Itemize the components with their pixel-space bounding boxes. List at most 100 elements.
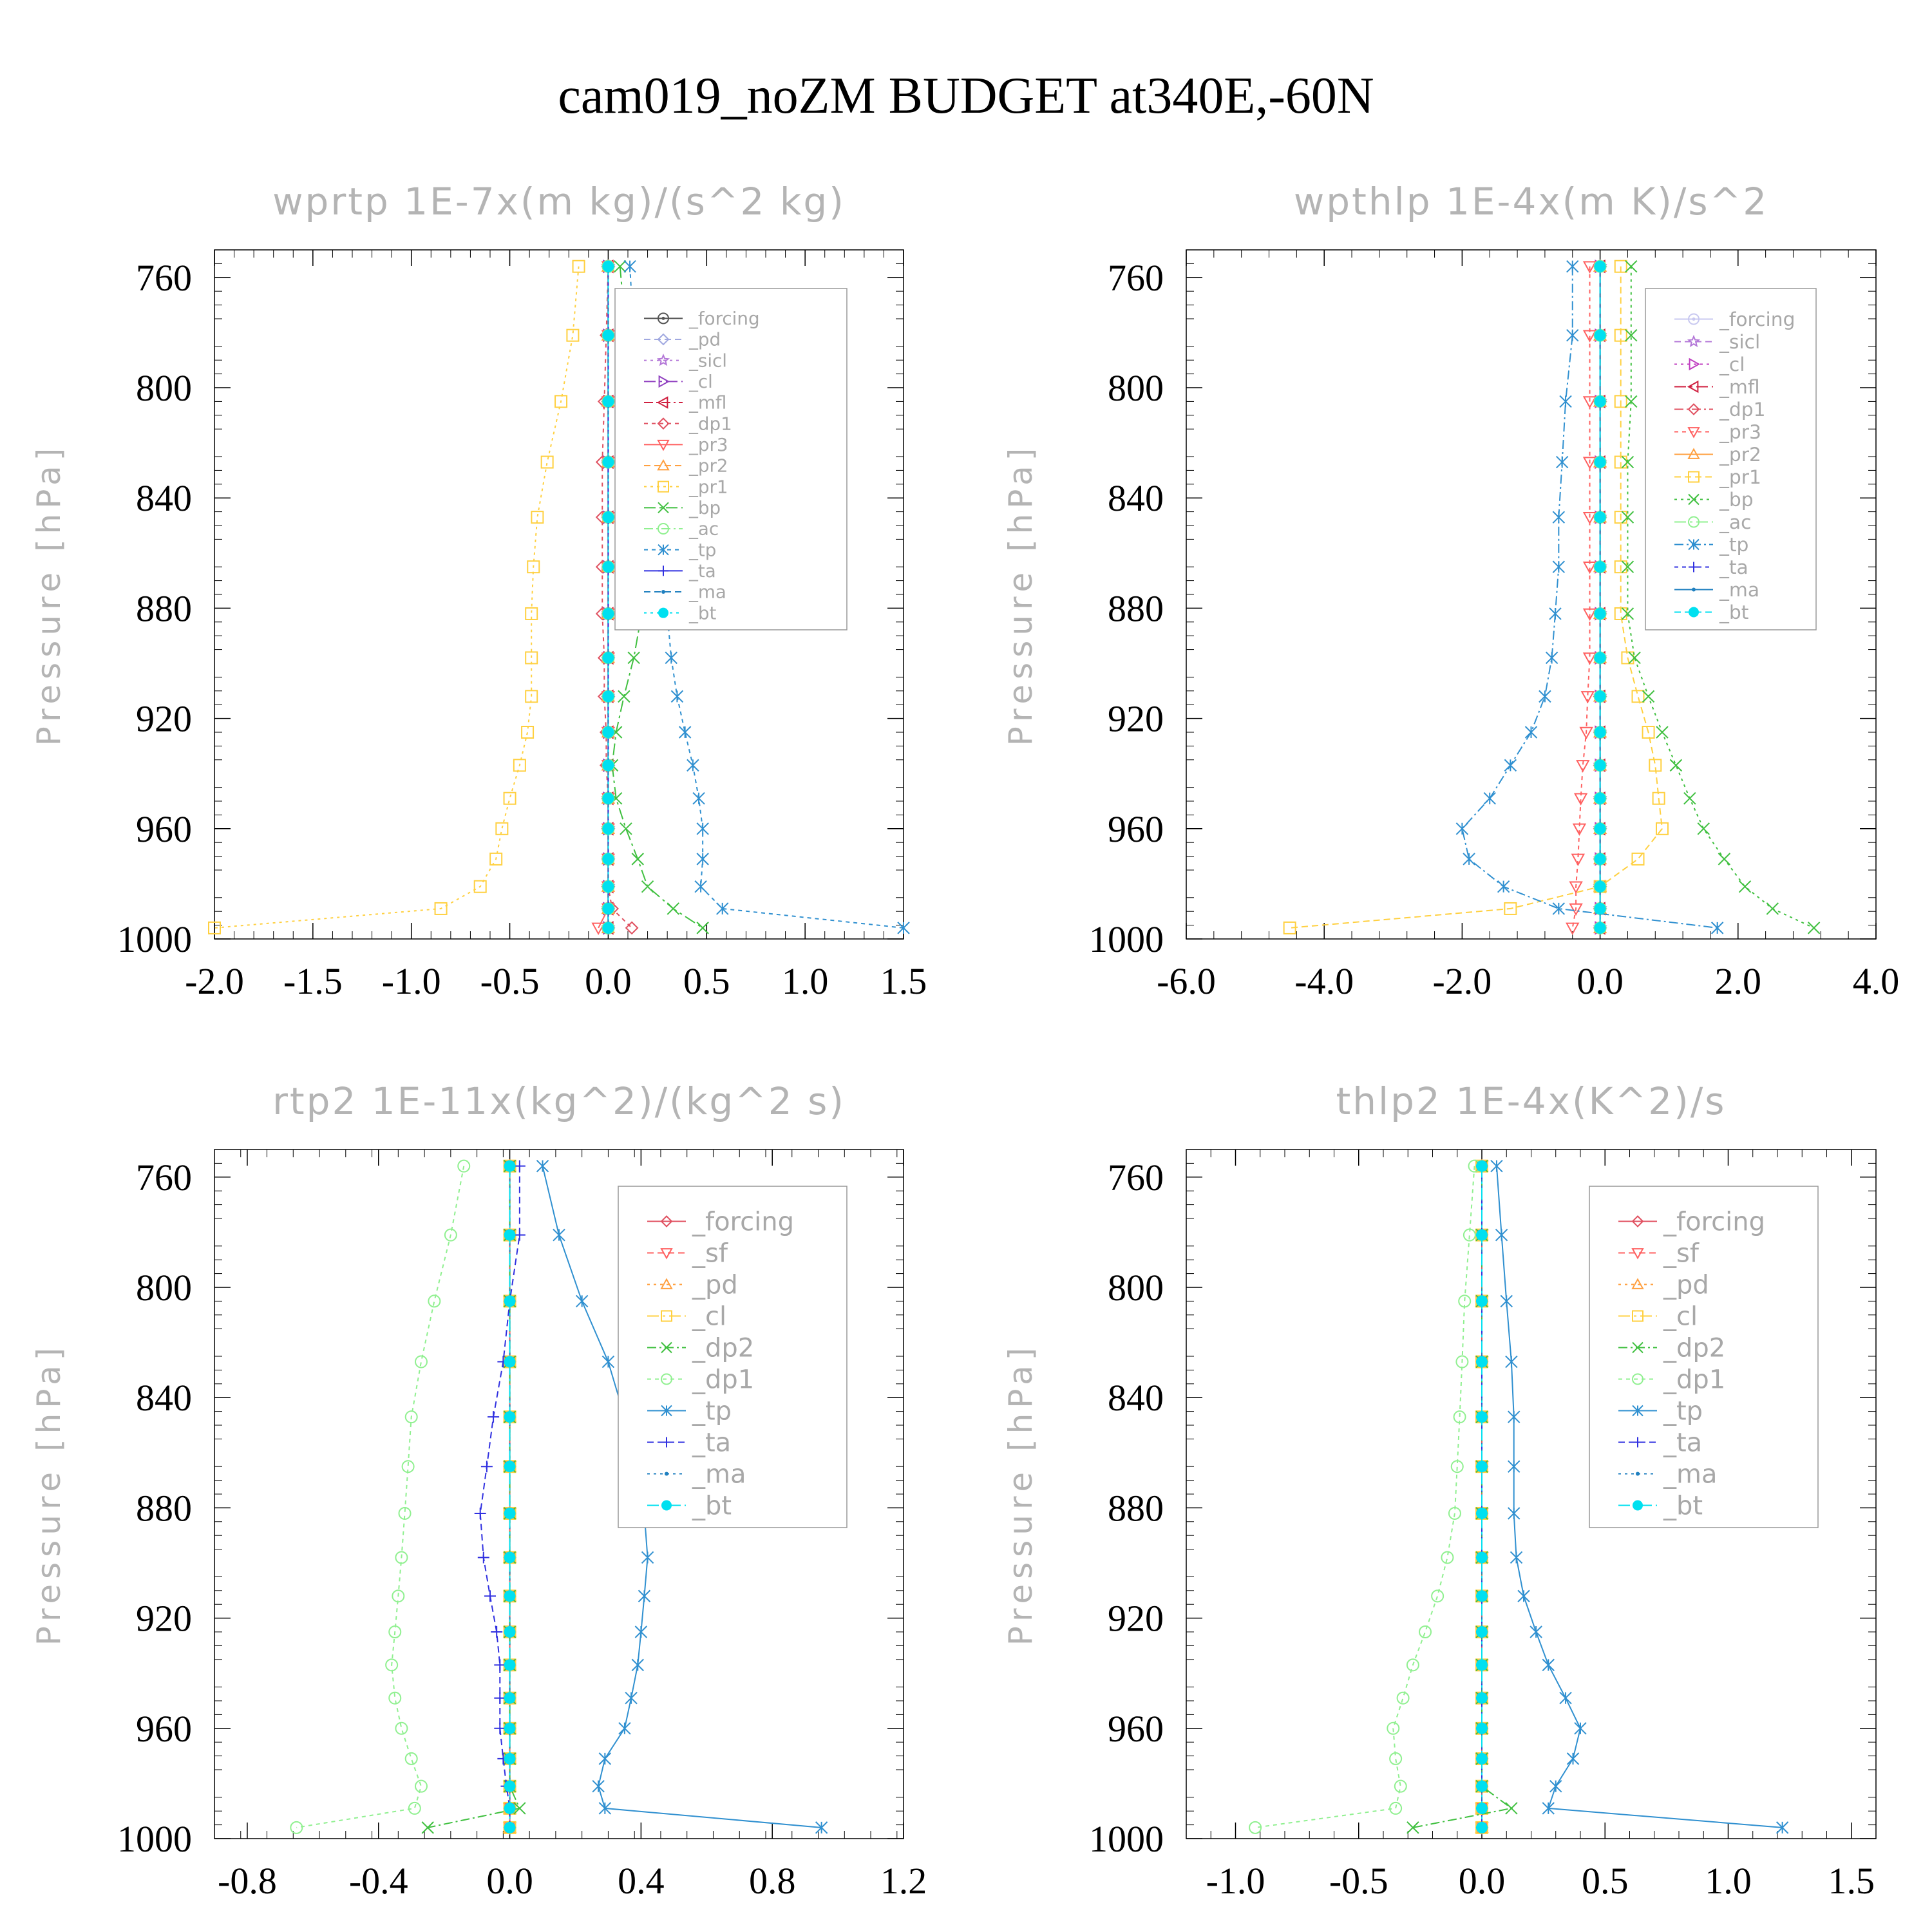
legend-item: _dp1 (647, 1365, 754, 1395)
data-point (1571, 853, 1586, 866)
data-point (504, 1295, 516, 1307)
legend-marker (1688, 493, 1700, 506)
data-point (1594, 759, 1606, 772)
data-point (602, 922, 614, 934)
legend-item: _tp (647, 1397, 732, 1426)
legend-label: _forcing (1663, 1208, 1765, 1237)
legend-label: _sicl (688, 350, 727, 371)
data-point (1594, 853, 1606, 865)
legend-box (618, 1186, 848, 1528)
legend-item: _ta (1618, 1428, 1702, 1458)
y-tick-label: 840 (1108, 477, 1164, 519)
data-point (592, 1779, 605, 1793)
series-bt (1594, 260, 1606, 934)
data-point (1559, 1692, 1572, 1705)
data-point (1476, 1461, 1488, 1473)
y-tick-label: 760 (136, 1157, 192, 1198)
data-point (1549, 1779, 1562, 1793)
data-point (1582, 652, 1597, 665)
panel-1: 760 800 840 880 920 960 1000-2.0 -1.5 -1.0 -0.5 0.… (30, 180, 927, 1002)
x-tick-label: 0.5 (1582, 1860, 1629, 1902)
legend-label: _pr3 (688, 434, 728, 455)
y-tick-label: 880 (136, 1487, 192, 1529)
data-point (627, 651, 640, 665)
series-ta (474, 1160, 526, 1833)
legend-item: _pr2 (1674, 444, 1761, 466)
data-point (444, 1228, 457, 1242)
legend-marker (661, 1341, 672, 1354)
legend-label: _dp1 (692, 1365, 754, 1395)
legend-label: _bt (1719, 601, 1748, 624)
series-bp (1621, 260, 1821, 934)
data-point (1448, 1506, 1461, 1520)
x-tick-label: -1.5 (283, 960, 343, 1002)
data-point (1505, 1355, 1518, 1368)
legend: _forcing_sf_pd_cl_dp2_dp1_tp_ta_ma_bt (1589, 1186, 1819, 1528)
data-point (1476, 1411, 1488, 1423)
legend-item: _pd (644, 329, 721, 350)
y-tick-label: 1000 (1089, 918, 1164, 960)
data-point (618, 1722, 631, 1735)
data-point (1669, 759, 1683, 772)
y-axis-label: Pressure [hPa] (30, 1343, 68, 1646)
legend-label: _tp (1663, 1397, 1703, 1426)
data-point (602, 759, 614, 772)
data-point (1504, 759, 1517, 772)
data-point (641, 1551, 654, 1564)
data-point (1389, 1752, 1403, 1765)
x-tick-label: -0.5 (1329, 1860, 1388, 1902)
data-point (1594, 822, 1606, 835)
data-point (1476, 1780, 1488, 1792)
data-point (540, 455, 554, 469)
legend-marker (1687, 334, 1701, 348)
data-point (1710, 922, 1724, 934)
x-tick-label: 0.4 (618, 1860, 665, 1902)
data-point (504, 1722, 516, 1734)
legend-box (1645, 288, 1817, 630)
data-point (1283, 921, 1296, 934)
data-point (1631, 852, 1645, 866)
data-point (602, 561, 614, 573)
series-dp1 (290, 1159, 471, 1834)
x-tick-label: -1.0 (1206, 1860, 1265, 1902)
legend-marker (1632, 1341, 1643, 1354)
x-tick-label: 4.0 (1853, 960, 1900, 1002)
data-point (1476, 1659, 1488, 1671)
legend-label: _ta (692, 1428, 731, 1458)
data-point (525, 651, 538, 665)
legend-marker (1687, 403, 1700, 415)
data-point (625, 921, 639, 935)
data-point (670, 690, 684, 703)
data-point (602, 690, 614, 703)
data-point (625, 1692, 638, 1705)
data-point (1566, 1752, 1580, 1765)
legend-marker (1692, 587, 1696, 592)
legend-label: _ta (1663, 1428, 1702, 1458)
data-point (1387, 1721, 1400, 1735)
legend: _forcing_pd_sicl_cl_mfl_dp1_pr3_pr2_pr1_… (614, 288, 848, 630)
data-point (566, 328, 580, 342)
data-point (1631, 690, 1645, 703)
y-axis-label: Pressure [hPa] (1002, 443, 1039, 746)
data-point (1576, 760, 1590, 773)
data-point (1249, 1821, 1262, 1834)
data-point (1508, 1410, 1520, 1423)
data-point (1552, 902, 1566, 915)
legend-item: _bt (647, 1492, 732, 1521)
legend-marker (1688, 313, 1700, 325)
data-point (428, 1294, 441, 1308)
data-point (620, 822, 632, 835)
legend-item: _forcing (644, 308, 760, 329)
legend-marker (1688, 538, 1700, 551)
legend-marker (1688, 471, 1700, 483)
data-point (1621, 607, 1634, 620)
y-tick-label: 960 (136, 1708, 192, 1750)
data-point (1476, 1160, 1488, 1172)
series-line (1255, 1166, 1475, 1828)
y-tick-label: 880 (1108, 587, 1164, 629)
data-point (1552, 511, 1566, 524)
series-line (214, 266, 580, 929)
data-point (591, 922, 605, 935)
data-point (1718, 853, 1731, 866)
